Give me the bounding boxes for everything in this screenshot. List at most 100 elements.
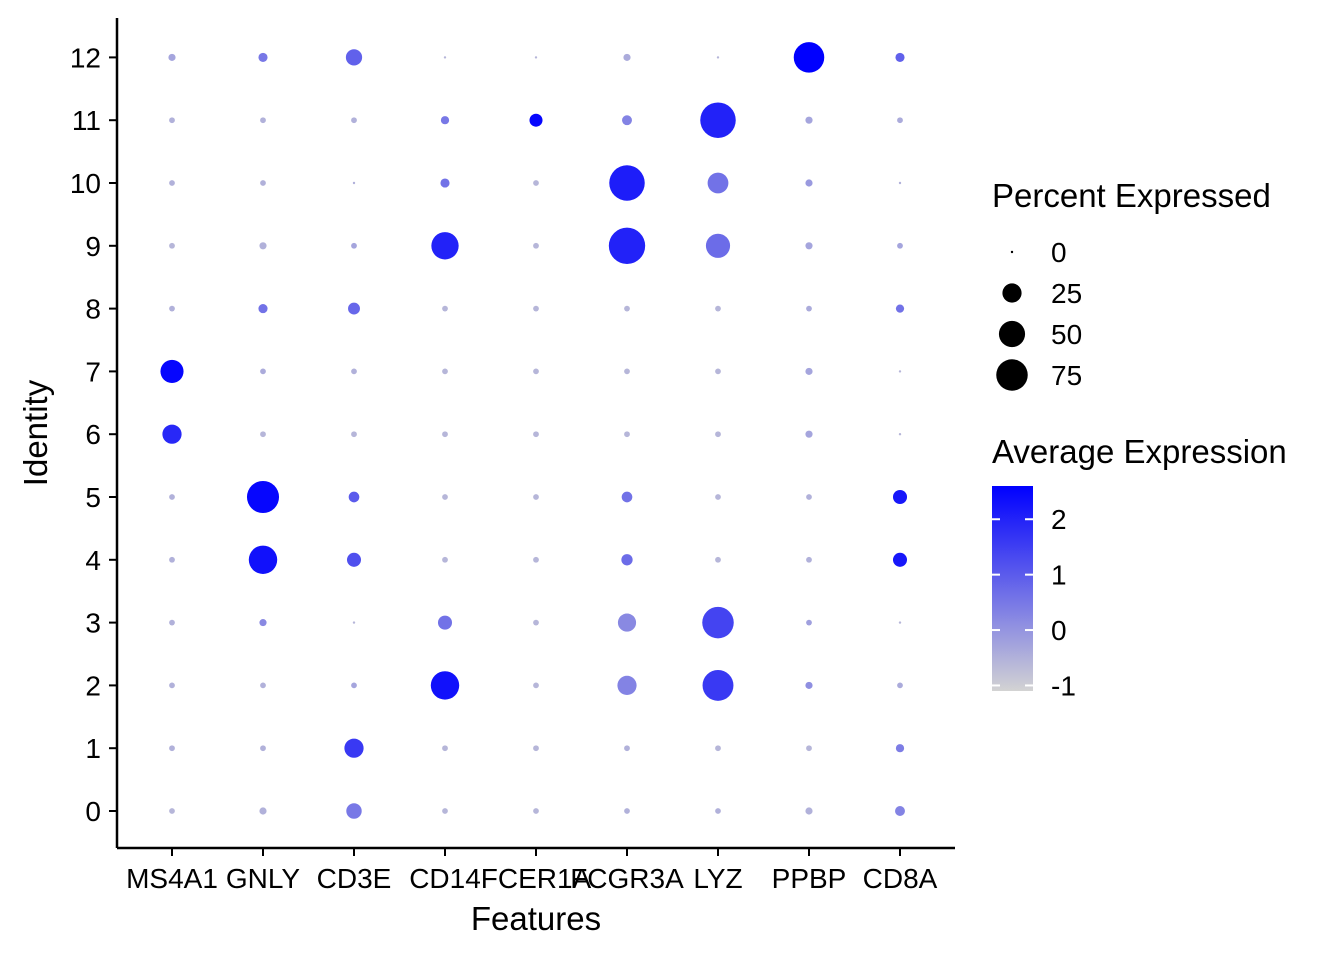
dot-gnly-cluster-9 (259, 242, 267, 250)
dot-ms4a1-cluster-4 (169, 556, 175, 563)
dot-ppbp-cluster-11 (805, 116, 813, 124)
dot-cd3e-cluster-2 (351, 682, 357, 689)
dot-fcer1a-cluster-12 (534, 56, 538, 59)
color-legend-label: 2 (1051, 504, 1067, 535)
size-legend-dot (1010, 250, 1014, 254)
y-tick-label: 8 (85, 294, 101, 325)
dot-fcgr3a-cluster-7 (624, 368, 630, 375)
dot-gnly-cluster-3 (259, 619, 267, 627)
dot-cd3e-cluster-8 (348, 302, 360, 315)
dot-fcer1a-cluster-1 (533, 745, 539, 752)
size-legend-dot (1002, 283, 1022, 303)
dot-lyz-cluster-9 (705, 233, 731, 258)
dots-layer (160, 42, 908, 819)
dot-fcgr3a-cluster-2 (617, 675, 637, 696)
dot-cd14-cluster-2 (430, 671, 460, 700)
x-tick-label: CD3E (317, 863, 392, 894)
dot-fcer1a-cluster-9 (533, 242, 539, 249)
x-tick-label: FCGR3A (570, 863, 684, 894)
dot-cd3e-cluster-10 (352, 181, 356, 185)
dot-gnly-cluster-12 (258, 52, 268, 62)
dot-fcer1a-cluster-0 (533, 808, 539, 814)
dot-gnly-cluster-10 (260, 180, 266, 186)
color-legend-label: -1 (1051, 670, 1076, 701)
dot-fcer1a-cluster-2 (533, 682, 539, 689)
dot-gnly-cluster-4 (248, 545, 278, 575)
dot-fcgr3a-cluster-10 (609, 165, 645, 201)
x-tick-label: GNLY (226, 863, 300, 894)
dot-fcer1a-cluster-4 (533, 556, 539, 563)
dot-cd14-cluster-10 (440, 178, 450, 188)
dot-cd14-cluster-11 (440, 116, 450, 125)
size-legend-label: 25 (1051, 278, 1082, 309)
dot-ppbp-cluster-0 (805, 807, 813, 815)
dot-lyz-cluster-10 (707, 172, 729, 194)
dot-lyz-cluster-8 (715, 305, 721, 312)
y-tick-label: 5 (85, 482, 101, 513)
dot-ms4a1-cluster-1 (169, 745, 175, 752)
dot-fcgr3a-cluster-6 (624, 431, 630, 438)
dot-fcer1a-cluster-11 (529, 113, 543, 127)
dot-cd14-cluster-7 (442, 368, 448, 375)
size-legend-dot (998, 320, 1026, 348)
y-tick-label: 11 (72, 105, 101, 136)
dot-lyz-cluster-3 (702, 606, 734, 639)
dot-fcgr3a-cluster-12 (623, 53, 631, 61)
dot-cd8a-cluster-7 (898, 370, 902, 373)
dot-ppbp-cluster-7 (805, 367, 813, 375)
dot-cd3e-cluster-5 (348, 491, 360, 503)
color-legend-label: 1 (1051, 560, 1067, 591)
dot-cd3e-cluster-12 (345, 49, 363, 66)
dot-cd3e-cluster-6 (351, 431, 357, 438)
x-tick-label: CD8A (863, 863, 938, 894)
dot-cd3e-cluster-4 (346, 552, 362, 567)
dot-cd3e-cluster-0 (346, 803, 362, 819)
dot-ms4a1-cluster-10 (169, 180, 175, 186)
dot-fcer1a-cluster-10 (533, 180, 539, 186)
dot-cd8a-cluster-4 (892, 552, 908, 567)
y-axis-title: Identity (17, 379, 54, 486)
x-tick-label: PPBP (772, 863, 847, 894)
dot-cd3e-cluster-9 (351, 242, 357, 249)
y-tick-label: 2 (85, 670, 101, 701)
dot-cd8a-cluster-1 (895, 744, 905, 753)
dot-cd8a-cluster-3 (898, 621, 902, 624)
dot-lyz-cluster-4 (715, 556, 721, 563)
dot-fcgr3a-cluster-9 (608, 227, 646, 264)
x-axis-title: Features (471, 900, 601, 937)
dot-lyz-cluster-0 (715, 808, 721, 814)
dot-fcgr3a-cluster-5 (621, 491, 633, 503)
dot-ms4a1-cluster-3 (169, 619, 175, 626)
dot-ms4a1-cluster-7 (160, 359, 184, 383)
dot-ms4a1-cluster-6 (162, 424, 182, 444)
color-legend-label: 0 (1051, 615, 1067, 646)
dot-cd14-cluster-0 (442, 808, 448, 814)
dot-lyz-cluster-6 (715, 431, 721, 438)
dot-cd8a-cluster-6 (898, 433, 902, 436)
dot-lyz-cluster-1 (715, 745, 721, 752)
dot-gnly-cluster-1 (260, 745, 266, 752)
dot-lyz-cluster-11 (700, 102, 736, 138)
size-legend-label: 75 (1051, 360, 1082, 391)
x-tick-label: LYZ (693, 863, 742, 894)
dot-ms4a1-cluster-0 (169, 808, 175, 814)
color-legend-bar (992, 486, 1033, 691)
dot-ppbp-cluster-6 (805, 430, 813, 438)
dot-gnly-cluster-11 (260, 117, 266, 124)
dot-ms4a1-cluster-9 (169, 242, 175, 249)
dot-gnly-cluster-2 (260, 682, 266, 689)
dot-cd14-cluster-9 (431, 232, 459, 260)
y-tick-label: 7 (85, 356, 101, 387)
color-legend-title: Average Expression (992, 433, 1287, 470)
dot-fcer1a-cluster-8 (533, 305, 539, 312)
y-tick-label: 10 (70, 168, 101, 199)
dot-ms4a1-cluster-11 (169, 117, 175, 124)
x-tick-label: CD14 (409, 863, 481, 894)
dot-cd14-cluster-6 (442, 431, 448, 438)
dot-fcer1a-cluster-3 (533, 619, 539, 626)
y-tick-label: 4 (85, 545, 101, 576)
dot-ppbp-cluster-12 (793, 42, 825, 73)
